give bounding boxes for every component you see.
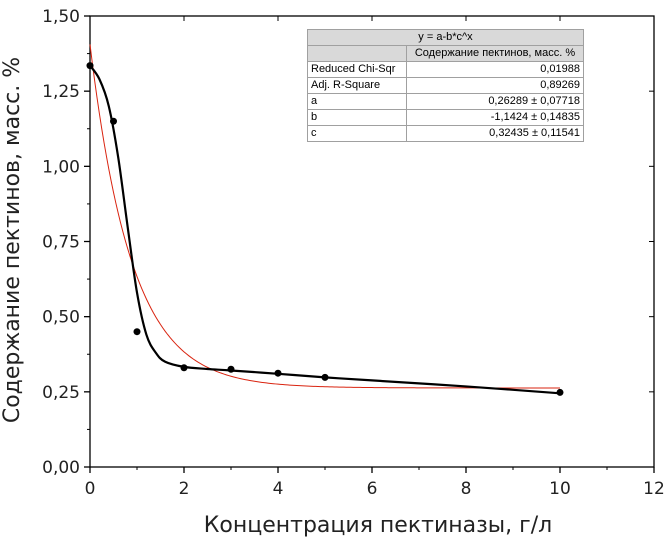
data-point [227, 365, 235, 373]
fit-table-row: Reduced Chi-Sqr 0,01988 [307, 61, 584, 78]
y-tick-label: 0,50 [42, 308, 80, 328]
fit-table-row: c 0,32435 ± 0,11541 [307, 125, 584, 142]
x-tick-label: 0 [85, 479, 96, 499]
y-tick-label: 1,50 [42, 7, 80, 27]
fit-row-value: 0,89269 [406, 77, 584, 94]
y-tick-label: 0,75 [42, 233, 80, 253]
fit-table-row: Adj. R-Square 0,89269 [307, 77, 584, 94]
fit-row-value: 0,01988 [406, 61, 584, 78]
fit-table-subheader-row: Содержание пектинов, масс. % [307, 45, 584, 62]
data-point [180, 364, 188, 372]
fit-row-label: Reduced Chi-Sqr [307, 61, 407, 78]
fit-table-header-row: y = a-b*c^x [307, 29, 584, 46]
y-axis-ticks: 0,00 0,25 0,50 0,75 1,00 1,25 1,50 [42, 7, 654, 478]
fit-row-label: a [307, 93, 407, 110]
fit-row-label: b [307, 109, 407, 126]
x-axis-ticks: 0 2 4 6 8 10 12 [85, 16, 665, 499]
x-tick-label: 10 [549, 479, 571, 499]
fit-table-row: b -1,1424 ± 0,14835 [307, 109, 584, 126]
fit-row-value: -1,1424 ± 0,14835 [406, 109, 584, 126]
x-tick-label: 12 [643, 479, 665, 499]
data-point [133, 328, 141, 336]
data-point [86, 62, 94, 70]
x-tick-label: 2 [179, 479, 190, 499]
x-tick-label: 4 [273, 479, 284, 499]
data-points [86, 62, 564, 396]
y-tick-label: 1,00 [42, 157, 80, 177]
x-tick-label: 8 [461, 479, 472, 499]
fit-row-value: 0,26289 ± 0,07718 [406, 93, 584, 110]
data-point [556, 388, 564, 396]
x-tick-label: 6 [367, 479, 378, 499]
fit-parameters-table: y = a-b*c^x Содержание пектинов, масс. %… [307, 29, 584, 142]
fit-row-value: 0,32435 ± 0,11541 [406, 125, 584, 142]
y-tick-label: 0,00 [42, 458, 80, 478]
fit-row-label: c [307, 125, 407, 142]
fit-table-row: a 0,26289 ± 0,07718 [307, 93, 584, 110]
fit-table-column-header: Содержание пектинов, масс. % [406, 45, 584, 62]
x-axis-title: Концентрация пектиназы, г/л [204, 513, 552, 538]
y-tick-label: 0,25 [42, 383, 80, 403]
y-axis-title: Содержание пектинов, масс. % [0, 57, 25, 423]
fit-row-label: Adj. R-Square [307, 77, 407, 94]
data-point [274, 369, 282, 377]
fit-equation: y = a-b*c^x [307, 29, 584, 46]
smooth-curve-group [89, 64, 561, 395]
smooth-curve [89, 64, 561, 395]
y-tick-label: 1,25 [42, 82, 80, 102]
data-point [110, 117, 117, 125]
data-point [321, 373, 329, 381]
fit-table-corner [307, 45, 407, 62]
